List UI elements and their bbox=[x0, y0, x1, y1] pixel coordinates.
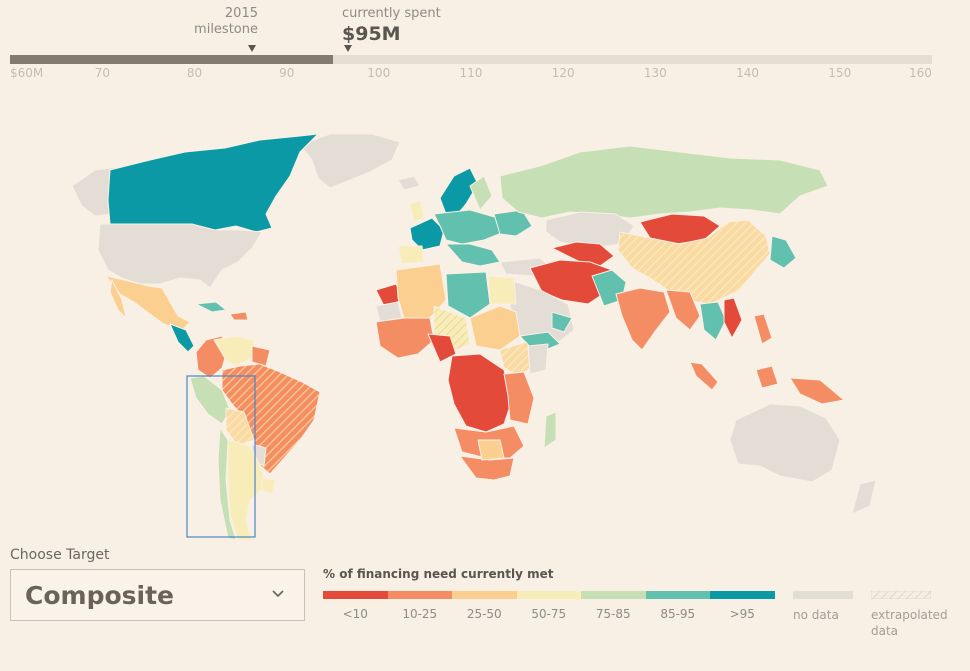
region-caribbean bbox=[195, 301, 227, 313]
legend-swatch bbox=[710, 591, 775, 599]
milestone-marker: 2015 milestone bbox=[180, 6, 258, 38]
region-india bbox=[615, 287, 671, 351]
region-southern-africa bbox=[459, 455, 515, 481]
region-libya bbox=[445, 271, 491, 319]
region-iceland bbox=[397, 175, 421, 191]
slider-fill[interactable] bbox=[10, 55, 333, 64]
region-argentina bbox=[227, 439, 267, 541]
legend-swatch bbox=[323, 591, 388, 599]
current-spend-marker: currently spent $95M bbox=[342, 6, 502, 46]
region-usa bbox=[97, 223, 263, 289]
target-select[interactable]: Composite bbox=[10, 569, 305, 621]
legend-swatch bbox=[581, 591, 646, 599]
map-selection-box bbox=[186, 375, 256, 538]
legend-label: >95 bbox=[729, 607, 755, 621]
slider-tick: 100 bbox=[367, 66, 391, 80]
region-borneo bbox=[755, 365, 779, 389]
region-oman bbox=[551, 311, 573, 333]
slider-tick: 80 bbox=[186, 66, 203, 80]
region-hispaniola bbox=[229, 311, 249, 321]
legend-nodata-swatch bbox=[793, 591, 853, 599]
region-egypt bbox=[487, 275, 517, 305]
legend-nodata-label: no data bbox=[793, 608, 839, 622]
legend-swatch bbox=[516, 591, 581, 599]
legend-label: 50-75 bbox=[531, 607, 567, 621]
current-caption: currently spent bbox=[342, 6, 441, 21]
legend-label: 25-50 bbox=[466, 607, 502, 621]
region-guianas bbox=[251, 345, 271, 367]
milestone-word: milestone bbox=[194, 22, 258, 37]
region-central-europe bbox=[433, 209, 505, 245]
region-japan bbox=[769, 235, 797, 269]
region-baja bbox=[109, 279, 127, 319]
legend-swatch bbox=[645, 591, 710, 599]
region-china bbox=[617, 219, 771, 305]
region-iberia bbox=[397, 245, 425, 265]
slider-tick: $60M bbox=[10, 66, 44, 80]
funding-slider[interactable]: 2015 milestone currently spent $95M $60M… bbox=[0, 0, 970, 90]
legend-label: 10-25 bbox=[402, 607, 438, 621]
region-east-africa bbox=[503, 371, 535, 425]
region-uruguay bbox=[261, 477, 277, 495]
slider-tick: 130 bbox=[643, 66, 667, 80]
region-philippines bbox=[753, 313, 773, 345]
region-indochina bbox=[699, 301, 727, 341]
region-canada bbox=[107, 133, 319, 233]
slider-tick: 140 bbox=[736, 66, 759, 80]
region-central-africa bbox=[447, 353, 513, 433]
legend-label: 75-85 bbox=[595, 607, 631, 621]
milestone-pointer-icon bbox=[248, 45, 256, 52]
region-australia bbox=[729, 403, 841, 483]
region-vietnam bbox=[723, 297, 743, 339]
legend-label: <10 bbox=[342, 607, 368, 621]
slider-tick: 90 bbox=[279, 66, 295, 80]
region-france bbox=[409, 217, 445, 251]
world-map[interactable] bbox=[0, 120, 970, 550]
legend-extrapolated-swatch bbox=[871, 591, 931, 599]
current-value: $95M bbox=[342, 23, 401, 45]
legend-extrapolated-line2: data bbox=[871, 624, 899, 638]
region-chad bbox=[427, 333, 457, 363]
region-mexico bbox=[105, 275, 191, 331]
region-greenland bbox=[299, 133, 401, 189]
legend-swatch bbox=[452, 591, 517, 599]
legend-title: % of financing need currently met bbox=[323, 567, 554, 581]
slider-track[interactable] bbox=[10, 55, 932, 64]
milestone-year: 2015 bbox=[224, 6, 258, 21]
region-bangladesh-burma bbox=[665, 289, 701, 331]
current-pointer-icon bbox=[344, 45, 352, 52]
region-bolivia bbox=[225, 407, 255, 447]
slider-tick: 70 bbox=[94, 66, 110, 80]
region-west-africa bbox=[375, 317, 435, 359]
region-madagascar bbox=[543, 411, 557, 449]
region-nz bbox=[851, 479, 877, 515]
region-botswana bbox=[477, 439, 505, 461]
legend-label: 85-95 bbox=[660, 607, 696, 621]
region-russia bbox=[499, 145, 829, 219]
legend-swatch bbox=[387, 591, 452, 599]
slider-tick: 150 bbox=[828, 66, 852, 80]
slider-tick: 160 bbox=[909, 66, 932, 80]
region-sumatra bbox=[689, 361, 719, 391]
region-horn bbox=[527, 343, 549, 375]
region-central-america bbox=[169, 323, 195, 353]
slider-tick: 120 bbox=[551, 66, 575, 80]
region-sudan bbox=[469, 305, 521, 351]
region-chile bbox=[217, 427, 237, 541]
slider-tick: 110 bbox=[459, 66, 483, 80]
region-italy-balkans bbox=[445, 243, 501, 267]
region-finland bbox=[469, 175, 493, 211]
choose-target-label: Choose Target bbox=[10, 547, 110, 563]
target-selected-value: Composite bbox=[25, 580, 174, 610]
region-papua bbox=[789, 377, 845, 405]
legend-extrapolated-label: extrapolated data bbox=[871, 607, 948, 639]
region-uk bbox=[409, 199, 425, 223]
slider-ticks: $60M 70 80 90 100 110 120 130 140 150 160 bbox=[10, 66, 932, 82]
legend-extrapolated-line1: extrapolated bbox=[871, 608, 948, 622]
chevron-down-icon bbox=[272, 590, 284, 598]
